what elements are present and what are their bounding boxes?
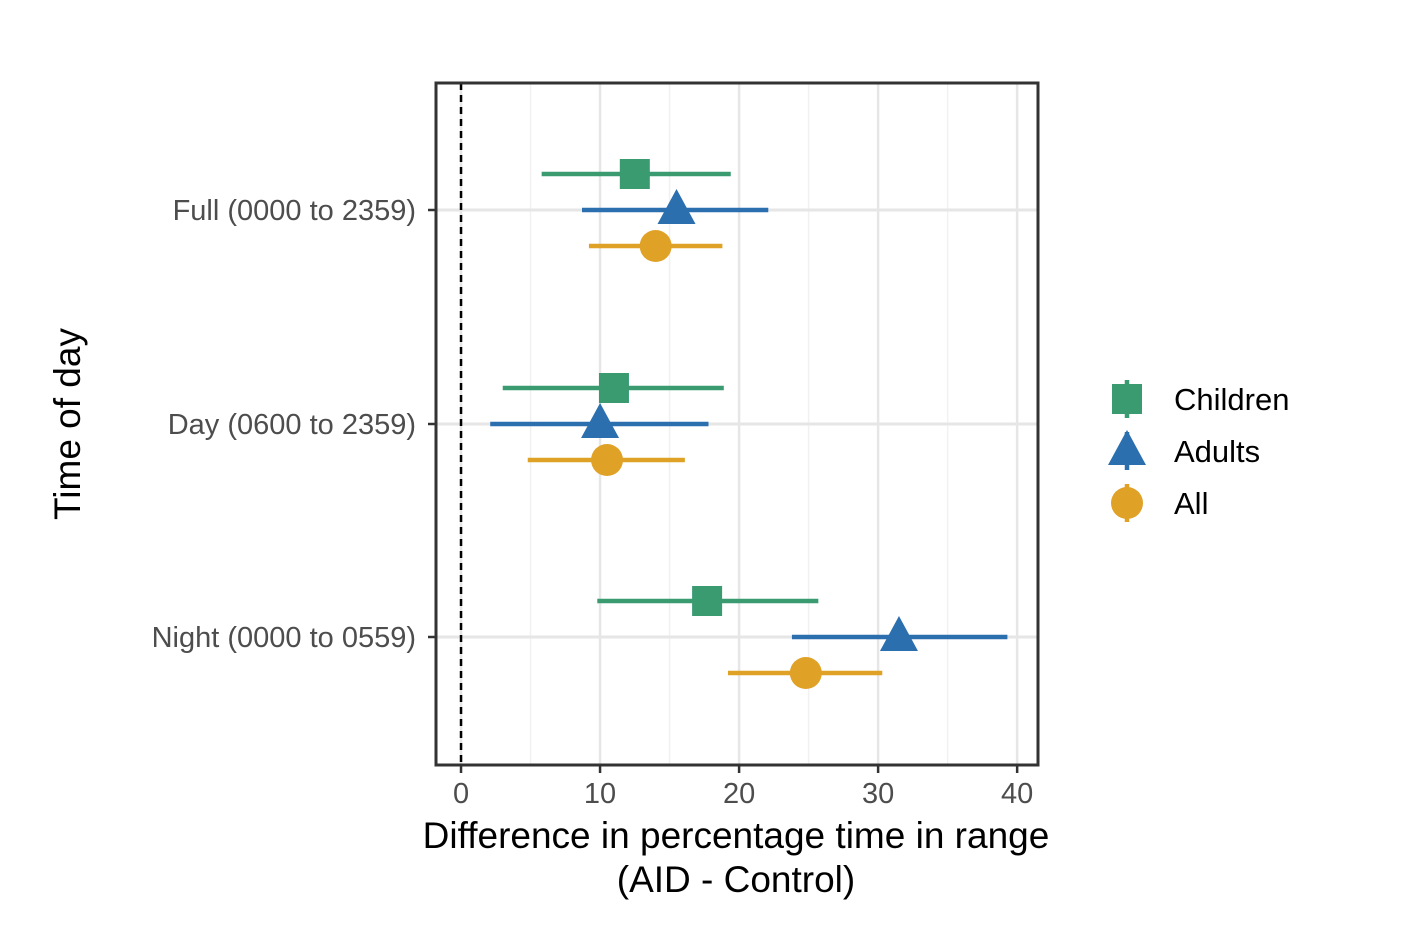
- legend-label: Adults: [1174, 434, 1260, 469]
- point-marker: [619, 159, 650, 189]
- x-tick-label: 40: [1001, 778, 1033, 810]
- legend-key-circle-icon: [1111, 487, 1143, 519]
- legend-label: Children: [1174, 382, 1289, 417]
- x-tick-label: 30: [862, 778, 894, 810]
- legend-item-adults: Adults: [1108, 430, 1260, 470]
- y-tick-label: Day (0600 to 2359): [168, 409, 416, 441]
- series-all: [527, 230, 883, 689]
- point-marker: [657, 189, 696, 224]
- legend-label: All: [1174, 486, 1208, 521]
- point-marker: [639, 230, 672, 262]
- y-axis-title: Time of day: [47, 328, 88, 520]
- point-marker: [581, 403, 620, 438]
- axis-layer: 0 10 20 30 40 Full (0000 to 2359) Day (0600 to…: [152, 195, 1034, 810]
- legend-key-triangle-icon: [1108, 430, 1146, 465]
- point-marker: [692, 586, 723, 616]
- point-marker: [879, 616, 918, 651]
- data-layer: [490, 159, 1008, 689]
- series-adults: [490, 189, 1008, 651]
- legend-key-square-icon: [1112, 384, 1142, 414]
- y-tick-label: Full (0000 to 2359): [173, 195, 416, 227]
- point-marker: [789, 657, 822, 689]
- point-marker: [598, 373, 629, 403]
- x-tick-label: 10: [584, 778, 616, 810]
- x-axis-title-line2: (AID - Control): [617, 859, 855, 900]
- legend: Children Adults All: [1108, 380, 1289, 522]
- x-tick-label: 0: [453, 778, 469, 810]
- legend-item-all: All: [1111, 484, 1208, 522]
- y-tick-label: Night (0000 to 0559): [152, 622, 416, 654]
- x-tick-label: 20: [723, 778, 755, 810]
- series-children: [502, 159, 819, 616]
- x-axis-title-line1: Difference in percentage time in range: [423, 815, 1050, 856]
- legend-item-children: Children: [1112, 380, 1289, 418]
- point-marker: [591, 444, 624, 476]
